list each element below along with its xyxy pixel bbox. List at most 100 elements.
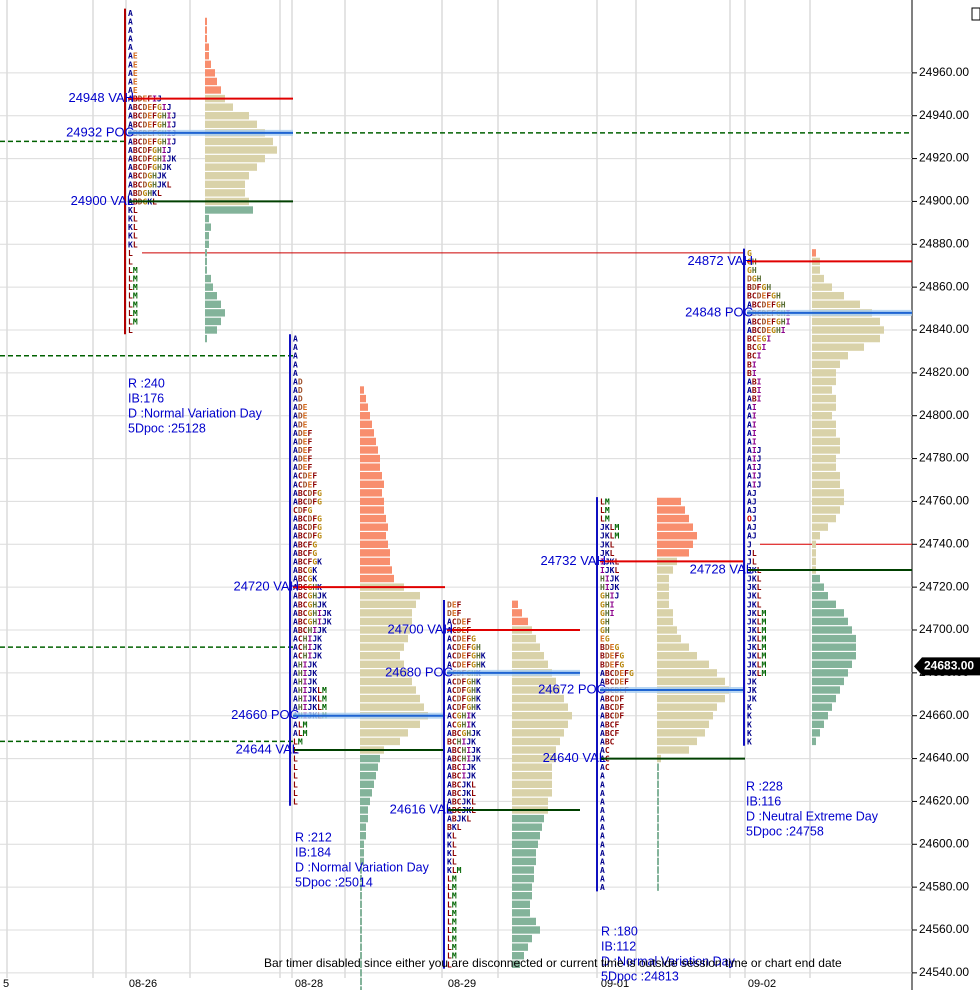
volume-bar	[657, 772, 659, 780]
volume-bar	[205, 189, 245, 197]
volume-bar	[205, 154, 265, 163]
volume-bar	[512, 746, 556, 754]
tpo-row: LM	[447, 951, 457, 960]
tpo-row: A	[293, 351, 298, 360]
corner-button[interactable]	[971, 7, 980, 21]
tpo-row: ABCHIJK	[293, 626, 327, 635]
volume-bar	[512, 849, 536, 857]
tpo-row: A	[600, 848, 605, 857]
y-tick-label: 24740.00	[919, 536, 969, 550]
tpo-row: ABCDEFGIJ	[128, 103, 171, 112]
volume-bar	[657, 677, 725, 686]
y-tick-label: 24600.00	[919, 836, 969, 850]
tpo-row: AIJ	[747, 480, 761, 489]
tpo-row: BCDEFGH	[747, 291, 781, 300]
volume-bar	[205, 146, 277, 154]
volume-bar	[657, 574, 669, 583]
volume-bar	[205, 112, 249, 120]
tpo-row: ABCDFG	[293, 531, 322, 540]
volume-bar	[657, 823, 659, 831]
y-tick-label: 24560.00	[919, 922, 969, 936]
y-tick-label: 24820.00	[919, 365, 969, 379]
tpo-row: JKLM	[747, 626, 766, 635]
volume-bar	[360, 429, 374, 437]
volume-bar	[360, 557, 390, 566]
tpo-row: JKLM	[747, 643, 766, 652]
y-tick-label: 24800.00	[919, 408, 969, 422]
volume-bar	[360, 960, 362, 968]
volume-bar	[812, 694, 836, 703]
volume-bar	[657, 497, 681, 506]
tpo-row: CDFG	[293, 506, 312, 515]
tpo-row: GHI	[600, 600, 615, 609]
volume-bar	[205, 274, 211, 283]
volume-bar	[657, 712, 713, 720]
tpo-row: A	[600, 797, 605, 806]
volume-bar	[812, 334, 880, 343]
tpo-row: ABCF	[600, 720, 619, 729]
last-price-label: 24683.00	[924, 659, 974, 673]
volume-bar	[205, 137, 273, 146]
volume-bar	[657, 669, 717, 677]
tpo-row: EG	[600, 634, 610, 643]
level-label: 24900 VAL	[71, 193, 134, 208]
session-info: R :240	[128, 376, 165, 390]
volume-bar	[360, 806, 368, 814]
volume-bar	[812, 343, 864, 351]
tpo-row: ABCHIJK	[447, 746, 481, 755]
tpo-row: ABCFG	[293, 548, 317, 557]
volume-bar	[360, 763, 378, 771]
volume-bar	[657, 874, 659, 883]
volume-bar	[512, 952, 524, 960]
tpo-row: ACDEF	[447, 617, 471, 626]
tpo-row: AJ	[747, 531, 757, 540]
volume-bar	[205, 223, 211, 231]
tpo-row: JK	[747, 686, 757, 695]
volume-bar	[512, 823, 542, 831]
volume-bar	[512, 934, 532, 943]
volume-bar	[657, 660, 709, 668]
tpo-row: ABCGK	[293, 574, 317, 583]
volume-bar	[512, 660, 548, 668]
tpo-row: AI	[747, 420, 757, 429]
tpo-row: L	[293, 754, 298, 763]
x-tick-label: 5	[3, 978, 9, 990]
level-label: 24616 VAL	[390, 801, 453, 816]
tpo-row: JKLM	[747, 608, 766, 617]
tpo-row: HIJK	[600, 583, 619, 592]
volume-bar	[205, 266, 207, 274]
volume-bar	[657, 703, 717, 711]
volume-bar	[657, 514, 689, 523]
tpo-row: A	[600, 874, 605, 883]
volume-bar	[360, 514, 386, 523]
tpo-row: ACDEF	[293, 471, 317, 480]
last-price-box	[914, 657, 980, 676]
volume-bar	[657, 617, 673, 626]
volume-bar	[360, 634, 408, 643]
volume-bar	[657, 797, 659, 806]
volume-bar	[657, 849, 659, 857]
volume-bar	[812, 403, 836, 411]
x-tick-label: 09-01	[601, 978, 629, 990]
tpo-row: LM	[447, 900, 457, 909]
volume-bar	[512, 754, 556, 763]
tpo-row: BDEFG	[600, 660, 624, 669]
tpo-row: ABCJKL	[447, 797, 476, 806]
volume-bar	[360, 934, 362, 943]
tpo-row: ABCGHJK	[447, 728, 481, 737]
volume-bar	[360, 600, 416, 608]
volume-bar	[360, 926, 362, 934]
volume-bar	[512, 883, 532, 891]
level-label: 24948 VAH	[68, 90, 134, 105]
volume-bar	[360, 489, 382, 497]
tpo-row: LM	[447, 891, 457, 900]
tpo-row: AJ	[747, 506, 757, 515]
tpo-row: JKL	[747, 583, 762, 592]
volume-bar	[360, 643, 404, 651]
volume-bar	[205, 232, 209, 240]
tpo-row: AD	[293, 386, 303, 395]
volume-bar	[512, 789, 552, 797]
tpo-row: ACDFGHK	[447, 703, 481, 712]
tpo-row: ACHIJK	[293, 651, 322, 660]
